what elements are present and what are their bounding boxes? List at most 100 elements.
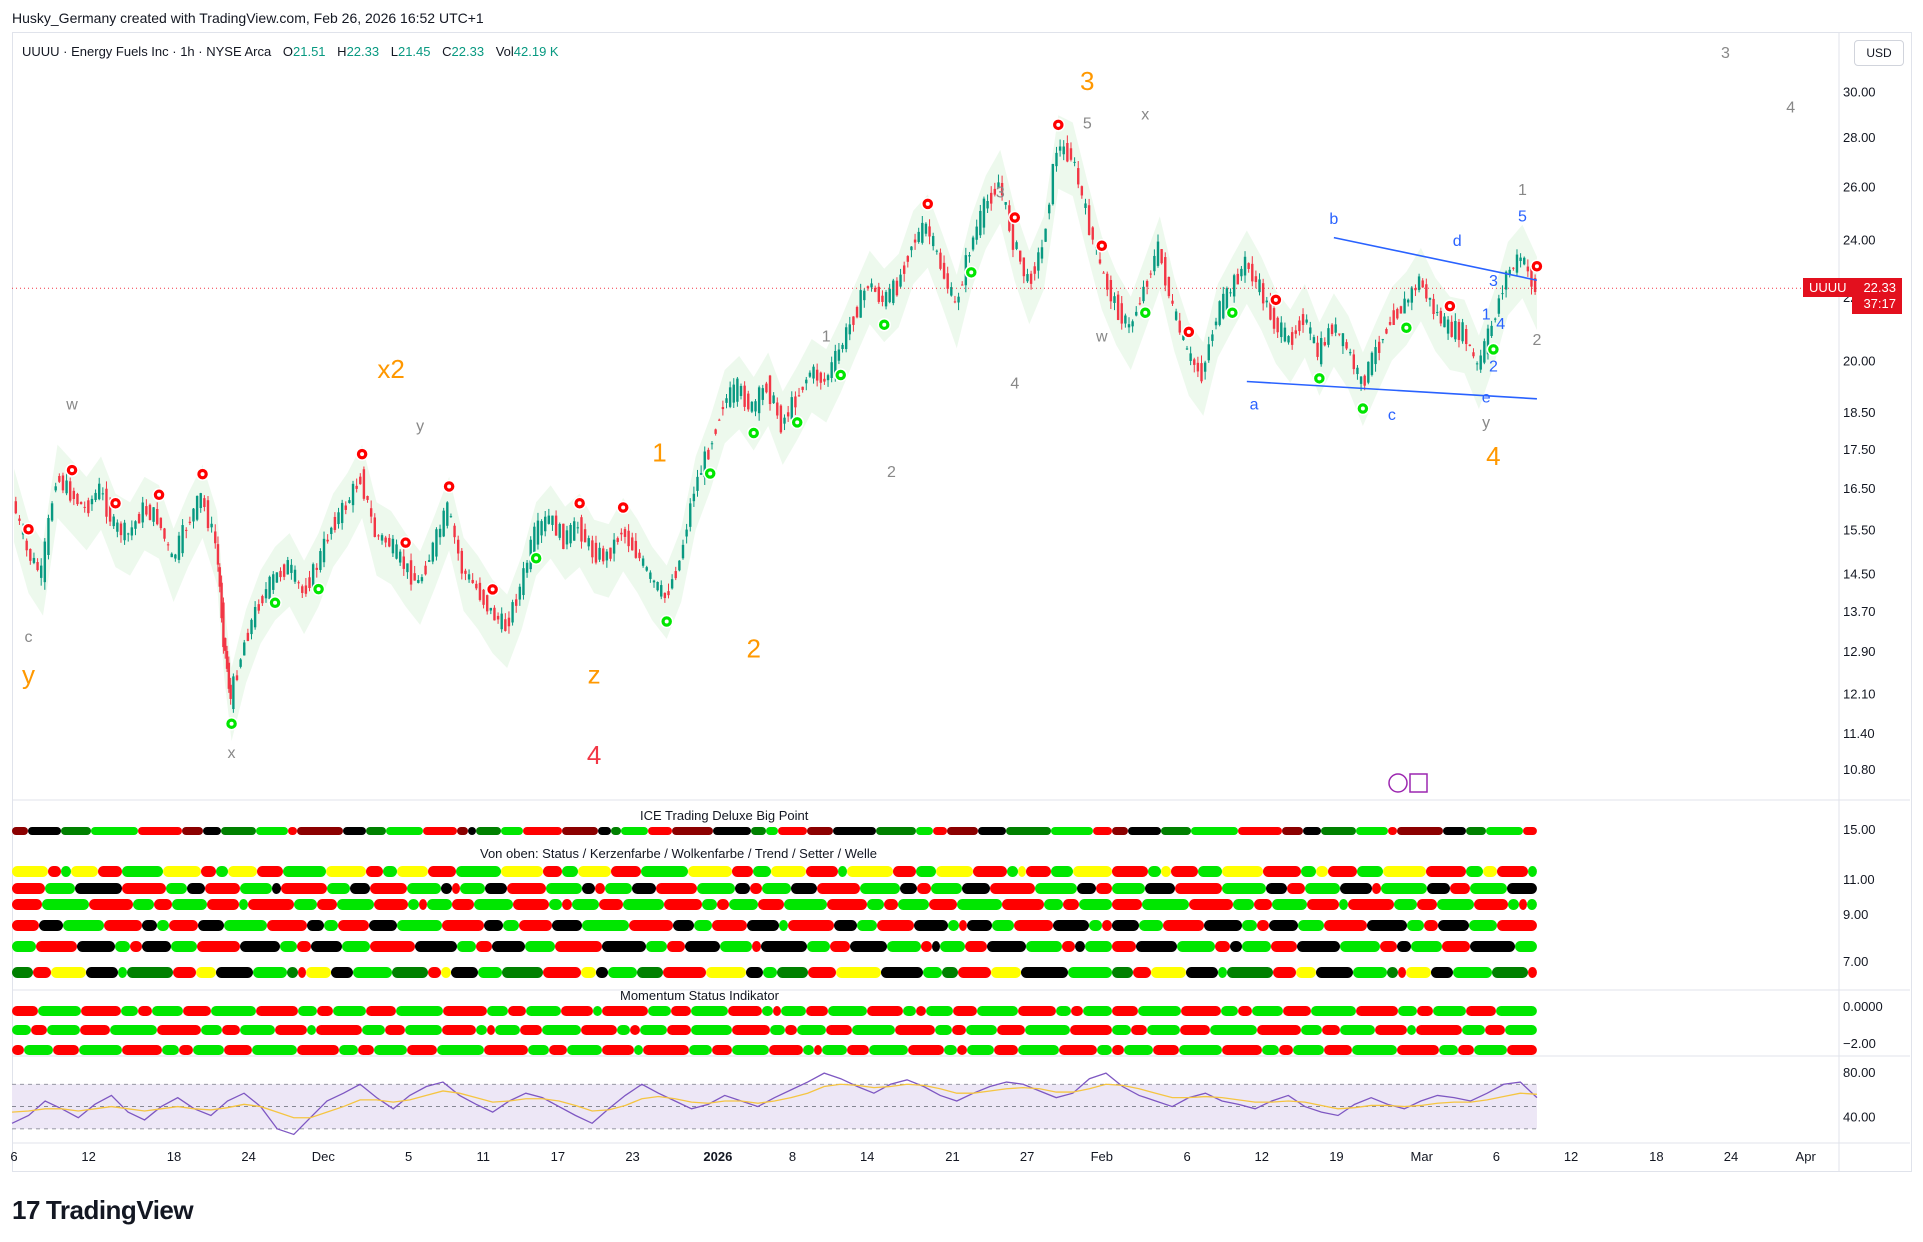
candle-body: [326, 539, 329, 542]
status-band: [1007, 866, 1018, 877]
candle-body: [105, 488, 108, 517]
momentum-band: [1147, 1025, 1180, 1035]
momentum-band: [307, 1025, 316, 1035]
status-band: [1079, 899, 1112, 910]
status-band: [374, 899, 408, 910]
status-band: [1508, 899, 1519, 910]
chart-canvas[interactable]: 30.0028.0026.0024.0022.0020.0018.5017.50…: [0, 0, 1923, 1180]
big-point-band: [61, 827, 91, 835]
status-band: [142, 941, 171, 952]
status-band: [967, 920, 992, 931]
high-value: 22.33: [346, 44, 380, 59]
status-band: [1492, 967, 1528, 978]
momentum-band: [648, 1006, 671, 1016]
candle-body: [1461, 322, 1464, 342]
candle-body: [841, 344, 844, 349]
candle-body: [1019, 250, 1022, 262]
status-band: [887, 941, 921, 952]
status-band: [746, 967, 763, 978]
price-axis-tick: 12.90: [1843, 644, 1876, 659]
momentum-band: [316, 1025, 362, 1035]
currency-button[interactable]: USD: [1854, 40, 1904, 66]
candle-body: [229, 684, 232, 699]
candle-body: [148, 504, 152, 521]
momentum-band: [957, 1045, 967, 1055]
candle-body: [337, 512, 340, 525]
price-axis-tick: 15.50: [1843, 522, 1876, 537]
candle-body: [1406, 299, 1410, 303]
momentum-band: [152, 1006, 183, 1016]
momentum-band: [1301, 1025, 1322, 1035]
momentum-band: [487, 1006, 508, 1016]
status-band: [750, 883, 762, 894]
status-band: [1263, 866, 1301, 877]
signal-dot-core: [157, 492, 162, 497]
status-band: [1026, 866, 1051, 877]
candle-body: [275, 572, 279, 583]
momentum-band: [1417, 1006, 1433, 1016]
candle-body: [116, 522, 119, 532]
candle-body: [848, 324, 851, 335]
status-band: [216, 967, 253, 978]
candle-body: [366, 496, 369, 500]
status-band: [478, 967, 502, 978]
status-band: [1145, 883, 1175, 894]
momentum-band: [549, 1045, 567, 1055]
time-axis-tick: Apr: [1796, 1149, 1817, 1164]
candle-body: [185, 529, 188, 531]
candle-body: [311, 564, 315, 588]
candle-body: [304, 585, 308, 594]
status-band: [115, 941, 130, 952]
momentum-band: [1252, 1006, 1283, 1016]
status-band: [280, 941, 297, 952]
status-band: [353, 967, 392, 978]
status-band: [1077, 883, 1096, 894]
signal-dot-core: [534, 556, 539, 561]
candle-body: [815, 369, 819, 381]
momentum-band: [442, 1025, 476, 1035]
momentum-band: [826, 1025, 852, 1035]
momentum-band: [785, 1025, 797, 1035]
signal-dot-core: [1491, 347, 1496, 352]
candle-body: [489, 607, 493, 611]
momentum-band: [732, 1025, 770, 1035]
candle-body: [195, 495, 199, 520]
symbol-legend[interactable]: UUUU · Energy Fuels Inc · 1h · NYSE Arca…: [22, 44, 559, 59]
momentum-band: [121, 1006, 138, 1016]
candle-body: [1432, 298, 1435, 315]
candle-body: [877, 286, 881, 302]
status-band: [39, 920, 63, 931]
candle-body: [246, 632, 250, 641]
candle-body: [656, 581, 659, 591]
candle-body: [834, 350, 837, 375]
status-band: [562, 899, 572, 910]
candle-body: [1312, 337, 1316, 344]
big-point-band: [1006, 827, 1051, 835]
status-band: [629, 920, 673, 931]
status-band: [1398, 967, 1406, 978]
candle-body: [1040, 247, 1044, 259]
candle-body: [330, 527, 333, 535]
status-band: [898, 899, 929, 910]
big-point-band: [751, 827, 766, 835]
wave-label: x2: [377, 354, 404, 384]
candle-body: [453, 525, 456, 538]
candle-body: [1359, 376, 1363, 384]
status-band: [987, 941, 1026, 952]
candle-body: [699, 473, 703, 475]
status-band: [513, 899, 549, 910]
status-band: [525, 941, 555, 952]
status-band: [623, 899, 664, 910]
candle-body: [935, 250, 939, 252]
candle-body: [446, 502, 449, 526]
candle-body: [844, 327, 848, 350]
candle-body: [779, 405, 783, 433]
candle-body: [786, 412, 790, 417]
big-point-band: [366, 827, 386, 835]
candle-body: [750, 401, 754, 412]
momentum-band: [1466, 1006, 1496, 1016]
candle-body: [1457, 322, 1461, 340]
candle-body: [703, 451, 706, 478]
candle-body: [511, 602, 514, 623]
candle-body: [783, 417, 786, 424]
